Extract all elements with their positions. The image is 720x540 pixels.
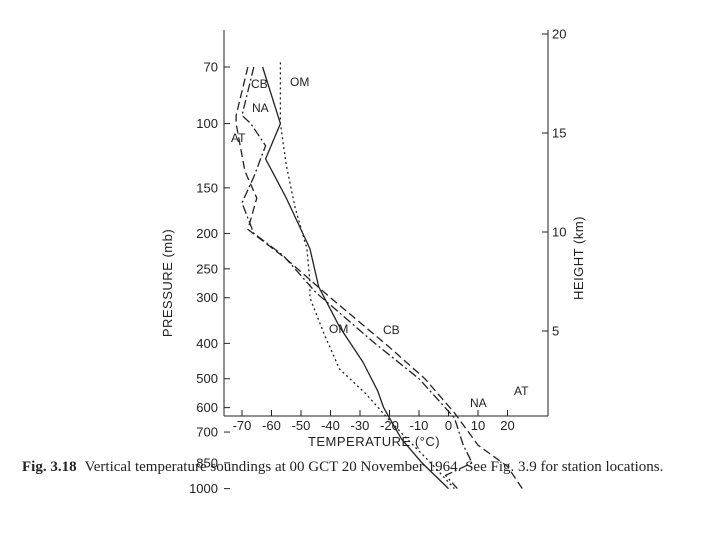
pressure-tick-label: 1000: [189, 481, 218, 496]
curve-om: [279, 62, 455, 490]
pressure-tick-label: 250: [196, 261, 218, 276]
pressure-tick-label: 70: [204, 60, 218, 75]
curve-cb: [261, 66, 449, 490]
pressure-tick-label: 400: [196, 336, 218, 351]
temperature-tick-label: -60: [262, 418, 281, 433]
curve-label-om: OM: [329, 322, 348, 336]
pressure-tick-label: 200: [196, 226, 218, 241]
pressure-tick-label: 150: [196, 180, 218, 195]
height-tick-label: 15: [552, 126, 566, 141]
height-tick-label: 10: [552, 225, 566, 240]
curve-label-at: AT: [514, 384, 529, 398]
temperature-tick-label: -50: [292, 418, 311, 433]
temperature-ticks: -70 -60 -50 -40 -30 -20 -10 0 10 20: [233, 410, 515, 433]
curve-label-cb: CB: [383, 323, 400, 337]
pressure-tick-label: 300: [196, 290, 218, 305]
pressure-tick-label: 700: [196, 425, 218, 440]
temperature-tick-label: 10: [471, 418, 485, 433]
curve-label-na: NA: [470, 396, 487, 410]
caption-label: Fig. 3.18: [22, 459, 77, 475]
height-tick-label: 20: [552, 27, 566, 42]
pressure-tick-label: 500: [196, 371, 218, 386]
temperature-tick-label: -20: [380, 418, 399, 433]
curve-label-at: AT: [231, 131, 246, 145]
pressure-tick-label: 100: [196, 116, 218, 131]
caption-text: Vertical temperature soundings at 00 GCT…: [84, 459, 664, 475]
temperature-tick-label: -40: [321, 418, 340, 433]
temperature-tick-label: 0: [445, 418, 452, 433]
temperature-tick-label: 20: [500, 418, 514, 433]
temperature-tick-label: -10: [410, 418, 429, 433]
sounding-curves: [235, 62, 523, 490]
curve-label-om: OM: [290, 75, 309, 89]
temperature-tick-label: -30: [351, 418, 370, 433]
curve-at: [235, 66, 523, 489]
curve-label-cb: CB: [251, 77, 268, 91]
pressure-ticks: 70 100 150 200 250 300 400 500 600 700 850 1000: [189, 60, 230, 496]
curve-na: [241, 66, 473, 490]
figure-caption: Fig. 3.18 Vertical temperature soundings …: [22, 457, 702, 478]
curve-labels: CB OM NA AT OM CB AT NA: [231, 75, 529, 410]
pressure-tick-label: 600: [196, 400, 218, 415]
y-axis-title: PRESSURE (mb): [160, 229, 175, 337]
temperature-tick-label: -70: [233, 418, 252, 433]
height-ticks: 5 10 15 20: [542, 27, 566, 339]
height-tick-label: 5: [552, 324, 559, 339]
pressure-tick-label: 850: [196, 455, 218, 470]
x-axis-title: TEMPERATURE (°C): [308, 434, 440, 449]
y2-axis-title: HEIGHT (km): [571, 216, 586, 300]
curve-label-na: NA: [252, 101, 269, 115]
